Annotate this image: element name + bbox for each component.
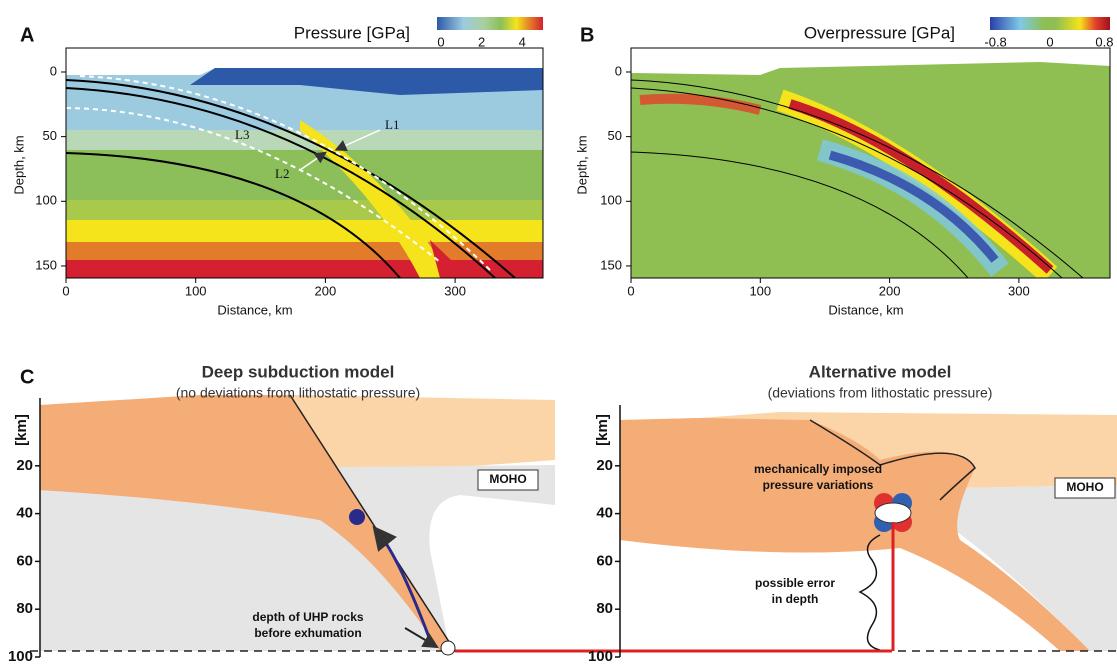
panel-title: Overpressure [GPa]: [804, 23, 955, 42]
panel-letter: B: [580, 24, 594, 46]
figure: A Pressure [GPa] L1 L2 L3 Distance, km D…: [0, 0, 1117, 668]
x-tick-label: 0: [62, 283, 69, 298]
x-tick-label: 100: [749, 283, 771, 298]
depth-tick-label: 100: [8, 648, 33, 665]
panel-title: Pressure [GPa]: [294, 23, 410, 42]
y-tick-label: 50: [43, 128, 57, 143]
overpressure-field: [631, 48, 1110, 278]
colorbar-tick-label: 0.8: [1095, 34, 1113, 49]
depth-tick-label: 40: [596, 505, 613, 522]
curve-label: L1: [385, 117, 399, 132]
depth-tick-label: 80: [16, 600, 33, 617]
depth-tick-label: 60: [596, 552, 613, 569]
model-subtitle: (deviations from lithostatic pressure): [768, 385, 993, 401]
y-tick-label: 100: [600, 193, 622, 208]
annotation: depth of UHP rocks: [252, 610, 363, 624]
depth-tick-label: 80: [596, 600, 613, 617]
moho-label: MOHO: [489, 472, 526, 486]
x-axis-label: Distance, km: [828, 302, 903, 317]
depth-label: [km]: [594, 414, 611, 446]
x-tick-label: 100: [185, 283, 207, 298]
model-subtitle: (no deviations from lithostatic pressure…: [176, 385, 420, 401]
panel-letter: C: [20, 366, 34, 388]
panel-b: B Overpressure [GPa] Distance, km Depth,…: [574, 17, 1110, 317]
y-tick-label: 0: [615, 63, 622, 78]
model-title: Deep subduction model: [202, 362, 395, 381]
panel-letter: A: [20, 24, 34, 46]
y-axis-label: Depth, km: [11, 135, 26, 194]
annotation: possible error: [755, 576, 835, 590]
colorbar: [437, 17, 543, 30]
annotation: pressure variations: [763, 478, 874, 492]
colorbar-tick-label: 0: [437, 34, 444, 49]
depth-tick-label: 100: [588, 648, 613, 665]
x-tick-label: 200: [315, 283, 337, 298]
x-axis-label: Distance, km: [217, 302, 292, 317]
depth-label: [km]: [13, 414, 30, 446]
y-axis-label: Depth, km: [574, 135, 589, 194]
depth-tick-label: 60: [16, 552, 33, 569]
y-tick-label: 100: [35, 193, 57, 208]
colorbar: [990, 17, 1110, 30]
colorbar-tick-label: 0: [1046, 34, 1053, 49]
moho-label: MOHO: [1066, 480, 1103, 494]
curve-label: L2: [275, 166, 289, 181]
panel-c: C Deep subduction model (no deviations f…: [13, 362, 1117, 657]
annotation: before exhumation: [254, 626, 361, 640]
x-tick-label: 300: [1008, 283, 1030, 298]
pressure-field: [66, 48, 543, 278]
model-title: Alternative model: [809, 362, 952, 381]
panel-a: A Pressure [GPa] L1 L2 L3 Distance, km D…: [11, 17, 543, 317]
depth-tick-label: 20: [16, 457, 33, 474]
depth-tick-label: 20: [596, 457, 613, 474]
annotation: in depth: [772, 592, 819, 606]
colorbar-tick-label: 2: [478, 34, 485, 49]
x-tick-label: 300: [444, 283, 466, 298]
x-tick-label: 0: [627, 283, 634, 298]
x-tick-label: 200: [879, 283, 901, 298]
colorbar-tick-label: -0.8: [984, 34, 1006, 49]
y-tick-label: 0: [50, 63, 57, 78]
y-tick-label: 50: [608, 128, 622, 143]
y-tick-label: 150: [35, 257, 57, 272]
annotation: mechanically imposed: [754, 462, 882, 476]
curve-label: L3: [235, 127, 249, 142]
depth-tick-label: 40: [16, 505, 33, 522]
y-tick-label: 150: [600, 257, 622, 272]
colorbar-tick-label: 4: [519, 34, 526, 49]
